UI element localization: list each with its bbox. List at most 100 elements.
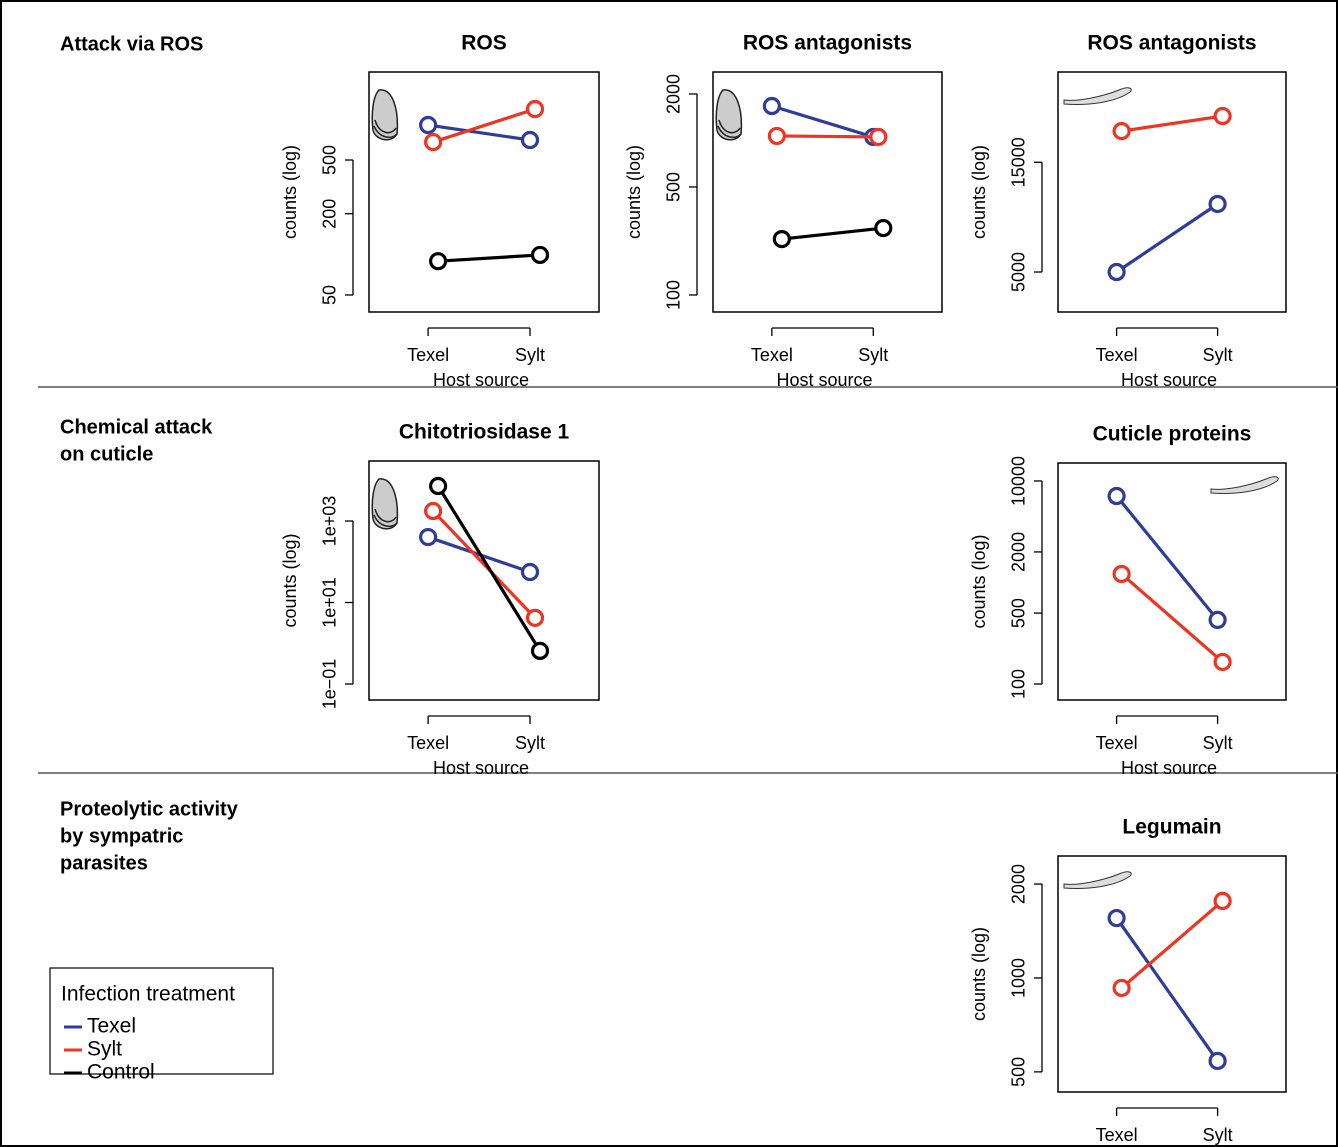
series-line bbox=[436, 485, 542, 652]
plot-box bbox=[368, 71, 600, 313]
x-tick-label: Texel bbox=[1096, 733, 1138, 753]
section-label: Proteolytic activity bbox=[60, 798, 239, 820]
y-tick-label: 1000 bbox=[1009, 958, 1029, 998]
legend-title: Infection treatment bbox=[61, 983, 235, 1006]
mussel-icon bbox=[717, 119, 742, 139]
x-tick-label: Sylt bbox=[1203, 733, 1233, 753]
data-point bbox=[520, 562, 540, 582]
data-point bbox=[1213, 106, 1232, 126]
x-tick-label: Texel bbox=[1096, 1125, 1138, 1145]
y-tick-label: 2000 bbox=[664, 74, 684, 114]
y-tick-label: 1e−01 bbox=[320, 659, 340, 710]
worm-icon bbox=[1210, 476, 1279, 494]
chart-title: Legumain bbox=[1122, 816, 1221, 839]
data-point bbox=[419, 115, 438, 135]
plot-box bbox=[1057, 71, 1287, 313]
y-tick-label: 200 bbox=[320, 199, 340, 229]
data-point bbox=[530, 641, 550, 660]
data-point bbox=[429, 252, 448, 271]
series-line bbox=[1115, 494, 1219, 621]
series-line bbox=[1115, 202, 1219, 274]
series-line bbox=[1120, 899, 1224, 990]
x-axis-label: Host source bbox=[1121, 370, 1217, 390]
series-line bbox=[776, 134, 879, 139]
plot-box bbox=[1057, 855, 1287, 1093]
section-label: on cuticle bbox=[60, 443, 153, 465]
plot-box bbox=[712, 71, 943, 313]
y-tick-label: 100 bbox=[664, 280, 684, 310]
data-point bbox=[1213, 652, 1232, 672]
y-tick-label: 2000 bbox=[1009, 864, 1029, 904]
data-point bbox=[424, 501, 443, 521]
data-point bbox=[419, 527, 438, 547]
plot-box bbox=[368, 460, 600, 701]
data-point bbox=[520, 130, 540, 150]
x-tick-label: Sylt bbox=[1203, 1125, 1233, 1145]
x-tick-label: Sylt bbox=[1203, 345, 1233, 365]
section-label: by sympatric bbox=[60, 825, 183, 847]
y-axis-label: counts (log) bbox=[280, 533, 300, 627]
data-point bbox=[1208, 194, 1227, 214]
data-point bbox=[869, 127, 888, 147]
data-point bbox=[1213, 891, 1232, 911]
series-line bbox=[431, 509, 537, 619]
x-tick-label: Sylt bbox=[515, 733, 545, 753]
data-point bbox=[1107, 486, 1126, 506]
legend-box bbox=[49, 967, 274, 1075]
series-line bbox=[438, 253, 541, 263]
data-point bbox=[424, 132, 443, 152]
series-line bbox=[771, 104, 874, 139]
data-point bbox=[874, 218, 893, 238]
legend-label: Control bbox=[87, 1061, 155, 1084]
data-point bbox=[1208, 1051, 1227, 1071]
chart-title: Cuticle proteins bbox=[1093, 423, 1252, 446]
section-label: parasites bbox=[60, 852, 148, 874]
y-tick-label: 2000 bbox=[1009, 532, 1029, 572]
chart-title: ROS antagonists bbox=[1087, 32, 1256, 55]
x-tick-label: Texel bbox=[407, 733, 449, 753]
y-tick-label: 5000 bbox=[1009, 252, 1029, 292]
x-axis-label: Host source bbox=[433, 758, 529, 778]
y-tick-label: 10000 bbox=[1009, 456, 1029, 506]
worm-icon bbox=[1063, 871, 1132, 889]
series-line bbox=[1115, 917, 1219, 1062]
data-point bbox=[1107, 262, 1126, 282]
y-tick-label: 500 bbox=[320, 145, 340, 175]
data-point bbox=[1208, 610, 1227, 630]
chart-title: Chitotriosidase 1 bbox=[399, 421, 570, 444]
plot-box bbox=[1057, 462, 1287, 701]
data-point bbox=[767, 126, 786, 146]
data-point bbox=[530, 245, 550, 265]
section-label: Attack via ROS bbox=[60, 33, 203, 55]
worm-icon bbox=[1063, 87, 1132, 105]
x-tick-label: Texel bbox=[1096, 345, 1138, 365]
series-line bbox=[432, 107, 536, 144]
chart-title: ROS antagonists bbox=[743, 32, 912, 55]
y-tick-label: 100 bbox=[1009, 669, 1029, 699]
series-line bbox=[781, 226, 884, 241]
y-tick-label: 500 bbox=[1009, 1057, 1029, 1087]
data-point bbox=[1112, 978, 1131, 998]
y-axis-label: counts (log) bbox=[969, 145, 989, 239]
y-tick-label: 50 bbox=[320, 285, 340, 305]
data-point bbox=[525, 608, 545, 627]
data-point bbox=[1112, 122, 1131, 141]
data-point bbox=[762, 96, 781, 116]
x-tick-label: Texel bbox=[751, 345, 793, 365]
y-tick-label: 500 bbox=[1009, 598, 1029, 628]
x-tick-label: Sylt bbox=[858, 345, 888, 365]
x-axis-label: Host source bbox=[433, 370, 529, 390]
data-point bbox=[525, 99, 545, 119]
data-point bbox=[1107, 908, 1126, 928]
y-axis-label: counts (log) bbox=[624, 145, 644, 239]
y-tick-label: 500 bbox=[664, 172, 684, 202]
series-line bbox=[1121, 114, 1223, 133]
mussel-icon bbox=[373, 508, 398, 528]
x-tick-label: Texel bbox=[407, 345, 449, 365]
data-point bbox=[1112, 564, 1131, 584]
legend-label: Sylt bbox=[87, 1038, 122, 1061]
x-axis-label: Host source bbox=[1121, 758, 1217, 778]
series-line bbox=[1120, 572, 1224, 664]
